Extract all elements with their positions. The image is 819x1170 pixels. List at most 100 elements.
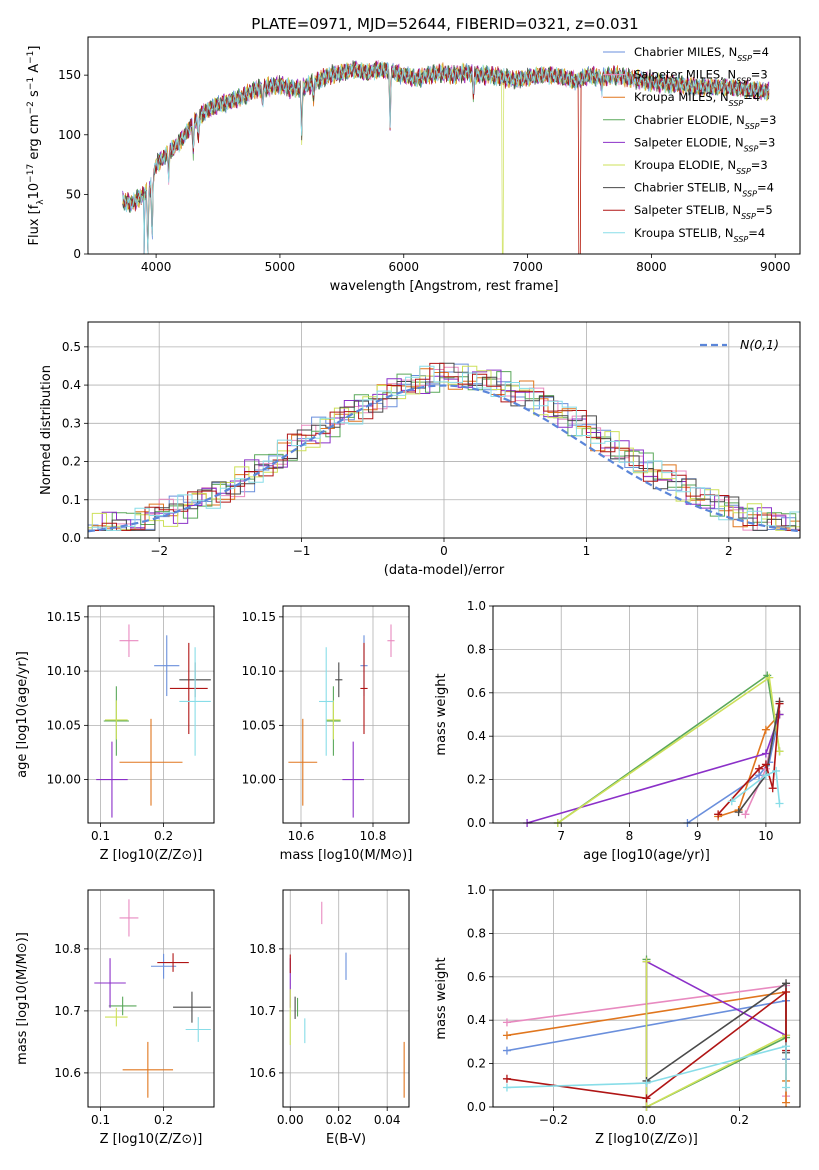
x-tick-label: 0 bbox=[440, 544, 448, 558]
errorbar-point bbox=[96, 741, 128, 818]
errorbar-point bbox=[342, 741, 364, 818]
y-tick-label: 0.5 bbox=[62, 340, 81, 354]
errorbar-point bbox=[179, 647, 211, 756]
legend-label: Kroupa STELIB, NSSP=4 bbox=[634, 226, 765, 244]
x-tick-label: 2 bbox=[725, 544, 733, 558]
x-tick-label: 10.8 bbox=[360, 829, 387, 843]
spectrum-legend: Chabrier MILES, NSSP=4 Salpeter MILES, NS… bbox=[603, 45, 776, 243]
spectrum-axes: 4000 5000 6000 7000 8000 9000 0 50 100 150 bbox=[58, 68, 790, 274]
mass-weight-marker bbox=[502, 1031, 511, 1040]
mass_weight_vs_age-axes: 7 8 9 10 0.0 0.2 0.4 0.6 0.8 1.0 bbox=[467, 599, 800, 843]
y-tick-label: 10.00 bbox=[242, 773, 276, 787]
mass_vs_Z-frame bbox=[87, 889, 215, 1108]
errorbar-point bbox=[119, 718, 183, 806]
legend-label: N(0,1) bbox=[740, 337, 779, 352]
spectrum-ylabel: Flux [fλ10−17 erg cm−2 s−1 A−1] bbox=[26, 46, 46, 246]
errorbar-point bbox=[119, 899, 139, 937]
mass-weight-marker bbox=[782, 1098, 791, 1107]
mass-weight-marker bbox=[761, 749, 770, 758]
residuals-axes: −2 −1 0 1 2 0.0 0.1 0.2 0.3 0.4 0.5 bbox=[62, 322, 800, 558]
mass_vs_Z-axes: 0.1 0.2 10.6 10.7 10.8 bbox=[54, 890, 214, 1127]
mass-weight-marker bbox=[642, 1079, 651, 1088]
y-tick-label: 0.0 bbox=[62, 531, 81, 545]
residual-histogram bbox=[88, 365, 800, 531]
errorbar-point bbox=[387, 624, 395, 657]
y-tick-label: 10.7 bbox=[54, 1004, 81, 1018]
y-tick-label: 0 bbox=[73, 247, 81, 261]
legend-label: Salpeter MILES, NSSP=3 bbox=[634, 68, 768, 86]
y-tick-label: 0.6 bbox=[467, 686, 486, 700]
mass-weight-marker bbox=[502, 1046, 511, 1055]
mass-weight-marker bbox=[775, 799, 784, 808]
legend-label: Salpeter STELIB, NSSP=5 bbox=[634, 203, 773, 221]
mass-weight-line bbox=[645, 960, 787, 1107]
y-tick-label: 0.6 bbox=[467, 970, 486, 984]
spectrum-xlabel: wavelength [Angstrom, rest frame] bbox=[330, 279, 559, 294]
y-tick-label: 0.3 bbox=[62, 416, 81, 430]
age_vs_mass-axes: 10.6 10.8 10.00 10.05 10.10 10.15 bbox=[242, 606, 409, 843]
errorbar-point bbox=[335, 662, 343, 698]
age_vs_mass-xlabel: mass [log10(M/M⊙)] bbox=[280, 848, 413, 863]
age_vs_Z-frame bbox=[87, 605, 215, 824]
figure-title: PLATE=0971, MJD=52644, FIBERID=0321, z=0… bbox=[251, 15, 638, 33]
y-tick-label: 0.4 bbox=[62, 378, 81, 392]
mass-weight-marker bbox=[741, 810, 750, 819]
errorbar-point bbox=[319, 647, 334, 756]
errorbar-point bbox=[173, 991, 211, 1023]
mass-weight-line bbox=[717, 713, 781, 818]
x-tick-label: 0.02 bbox=[325, 1113, 352, 1127]
mass_vs_EBV-axes: 0.00 0.02 0.04 10.6 10.7 10.8 bbox=[249, 890, 409, 1127]
mass-weight-marker bbox=[782, 979, 791, 988]
normal-reference-curve bbox=[88, 384, 800, 533]
x-tick-label: 6000 bbox=[388, 260, 419, 274]
x-tick-label: 10 bbox=[758, 829, 773, 843]
y-tick-label: 0.8 bbox=[467, 926, 486, 940]
mass-weight-line bbox=[506, 1045, 787, 1089]
errorbar-point bbox=[105, 700, 128, 740]
y-tick-label: 150 bbox=[58, 68, 81, 82]
mass-weight-marker bbox=[772, 766, 781, 775]
mass_weight_vs_Z-frame bbox=[492, 889, 801, 1108]
y-tick-label: 0.0 bbox=[467, 816, 486, 830]
y-tick-label: 10.6 bbox=[249, 1066, 276, 1080]
spectrum-frame bbox=[87, 36, 801, 255]
errorbar-point bbox=[151, 953, 177, 979]
age_vs_mass-frame bbox=[282, 605, 410, 824]
mass-weight-line bbox=[645, 959, 787, 1107]
residual-histogram bbox=[88, 365, 800, 531]
mass-weight-marker bbox=[761, 771, 770, 780]
legend-label: Chabrier STELIB, NSSP=4 bbox=[634, 181, 774, 199]
mass-weight-marker bbox=[768, 784, 777, 793]
mass-weight-marker bbox=[775, 747, 784, 756]
mass-weight-line bbox=[731, 769, 781, 804]
legend-label: Kroupa ELODIE, NSSP=3 bbox=[634, 158, 768, 176]
y-tick-label: 10.6 bbox=[54, 1066, 81, 1080]
legend-label: Chabrier ELODIE, NSSP=3 bbox=[634, 113, 776, 131]
age_vs_Z-xlabel: Z [log10(Z/Z⊙)] bbox=[100, 848, 203, 863]
y-tick-label: 10.00 bbox=[47, 773, 81, 787]
mass_vs_Z-xlabel: Z [log10(Z/Z⊙)] bbox=[100, 1132, 203, 1147]
mass-weight-marker bbox=[782, 1042, 791, 1051]
residuals-frame bbox=[87, 321, 801, 539]
y-tick-label: 0.4 bbox=[467, 729, 486, 743]
figure-content: 4000 5000 6000 7000 8000 9000050100150wavelen… bbox=[15, 36, 801, 1147]
errorbar-point bbox=[185, 1017, 211, 1042]
x-tick-label: 7000 bbox=[512, 260, 543, 274]
residual-histogram bbox=[88, 362, 800, 531]
mass_weight_vs_age-frame bbox=[492, 605, 801, 824]
errorbar-point bbox=[108, 996, 137, 1016]
residuals-ylabel: Normed distribution bbox=[39, 365, 54, 495]
x-tick-label: 1 bbox=[583, 544, 591, 558]
spectrum-series-line bbox=[122, 61, 770, 254]
mass-weight-marker bbox=[714, 810, 723, 819]
x-tick-label: 0.04 bbox=[374, 1113, 401, 1127]
y-tick-label: 10.8 bbox=[54, 942, 81, 956]
x-tick-label: 0.2 bbox=[154, 1113, 173, 1127]
y-tick-label: 10.05 bbox=[47, 718, 81, 732]
x-tick-label: 0.1 bbox=[91, 829, 110, 843]
x-tick-label: 0.0 bbox=[637, 1113, 656, 1127]
mass-weight-marker bbox=[502, 1083, 511, 1092]
errorbar-point bbox=[169, 642, 208, 735]
mass-weight-marker bbox=[727, 797, 736, 806]
